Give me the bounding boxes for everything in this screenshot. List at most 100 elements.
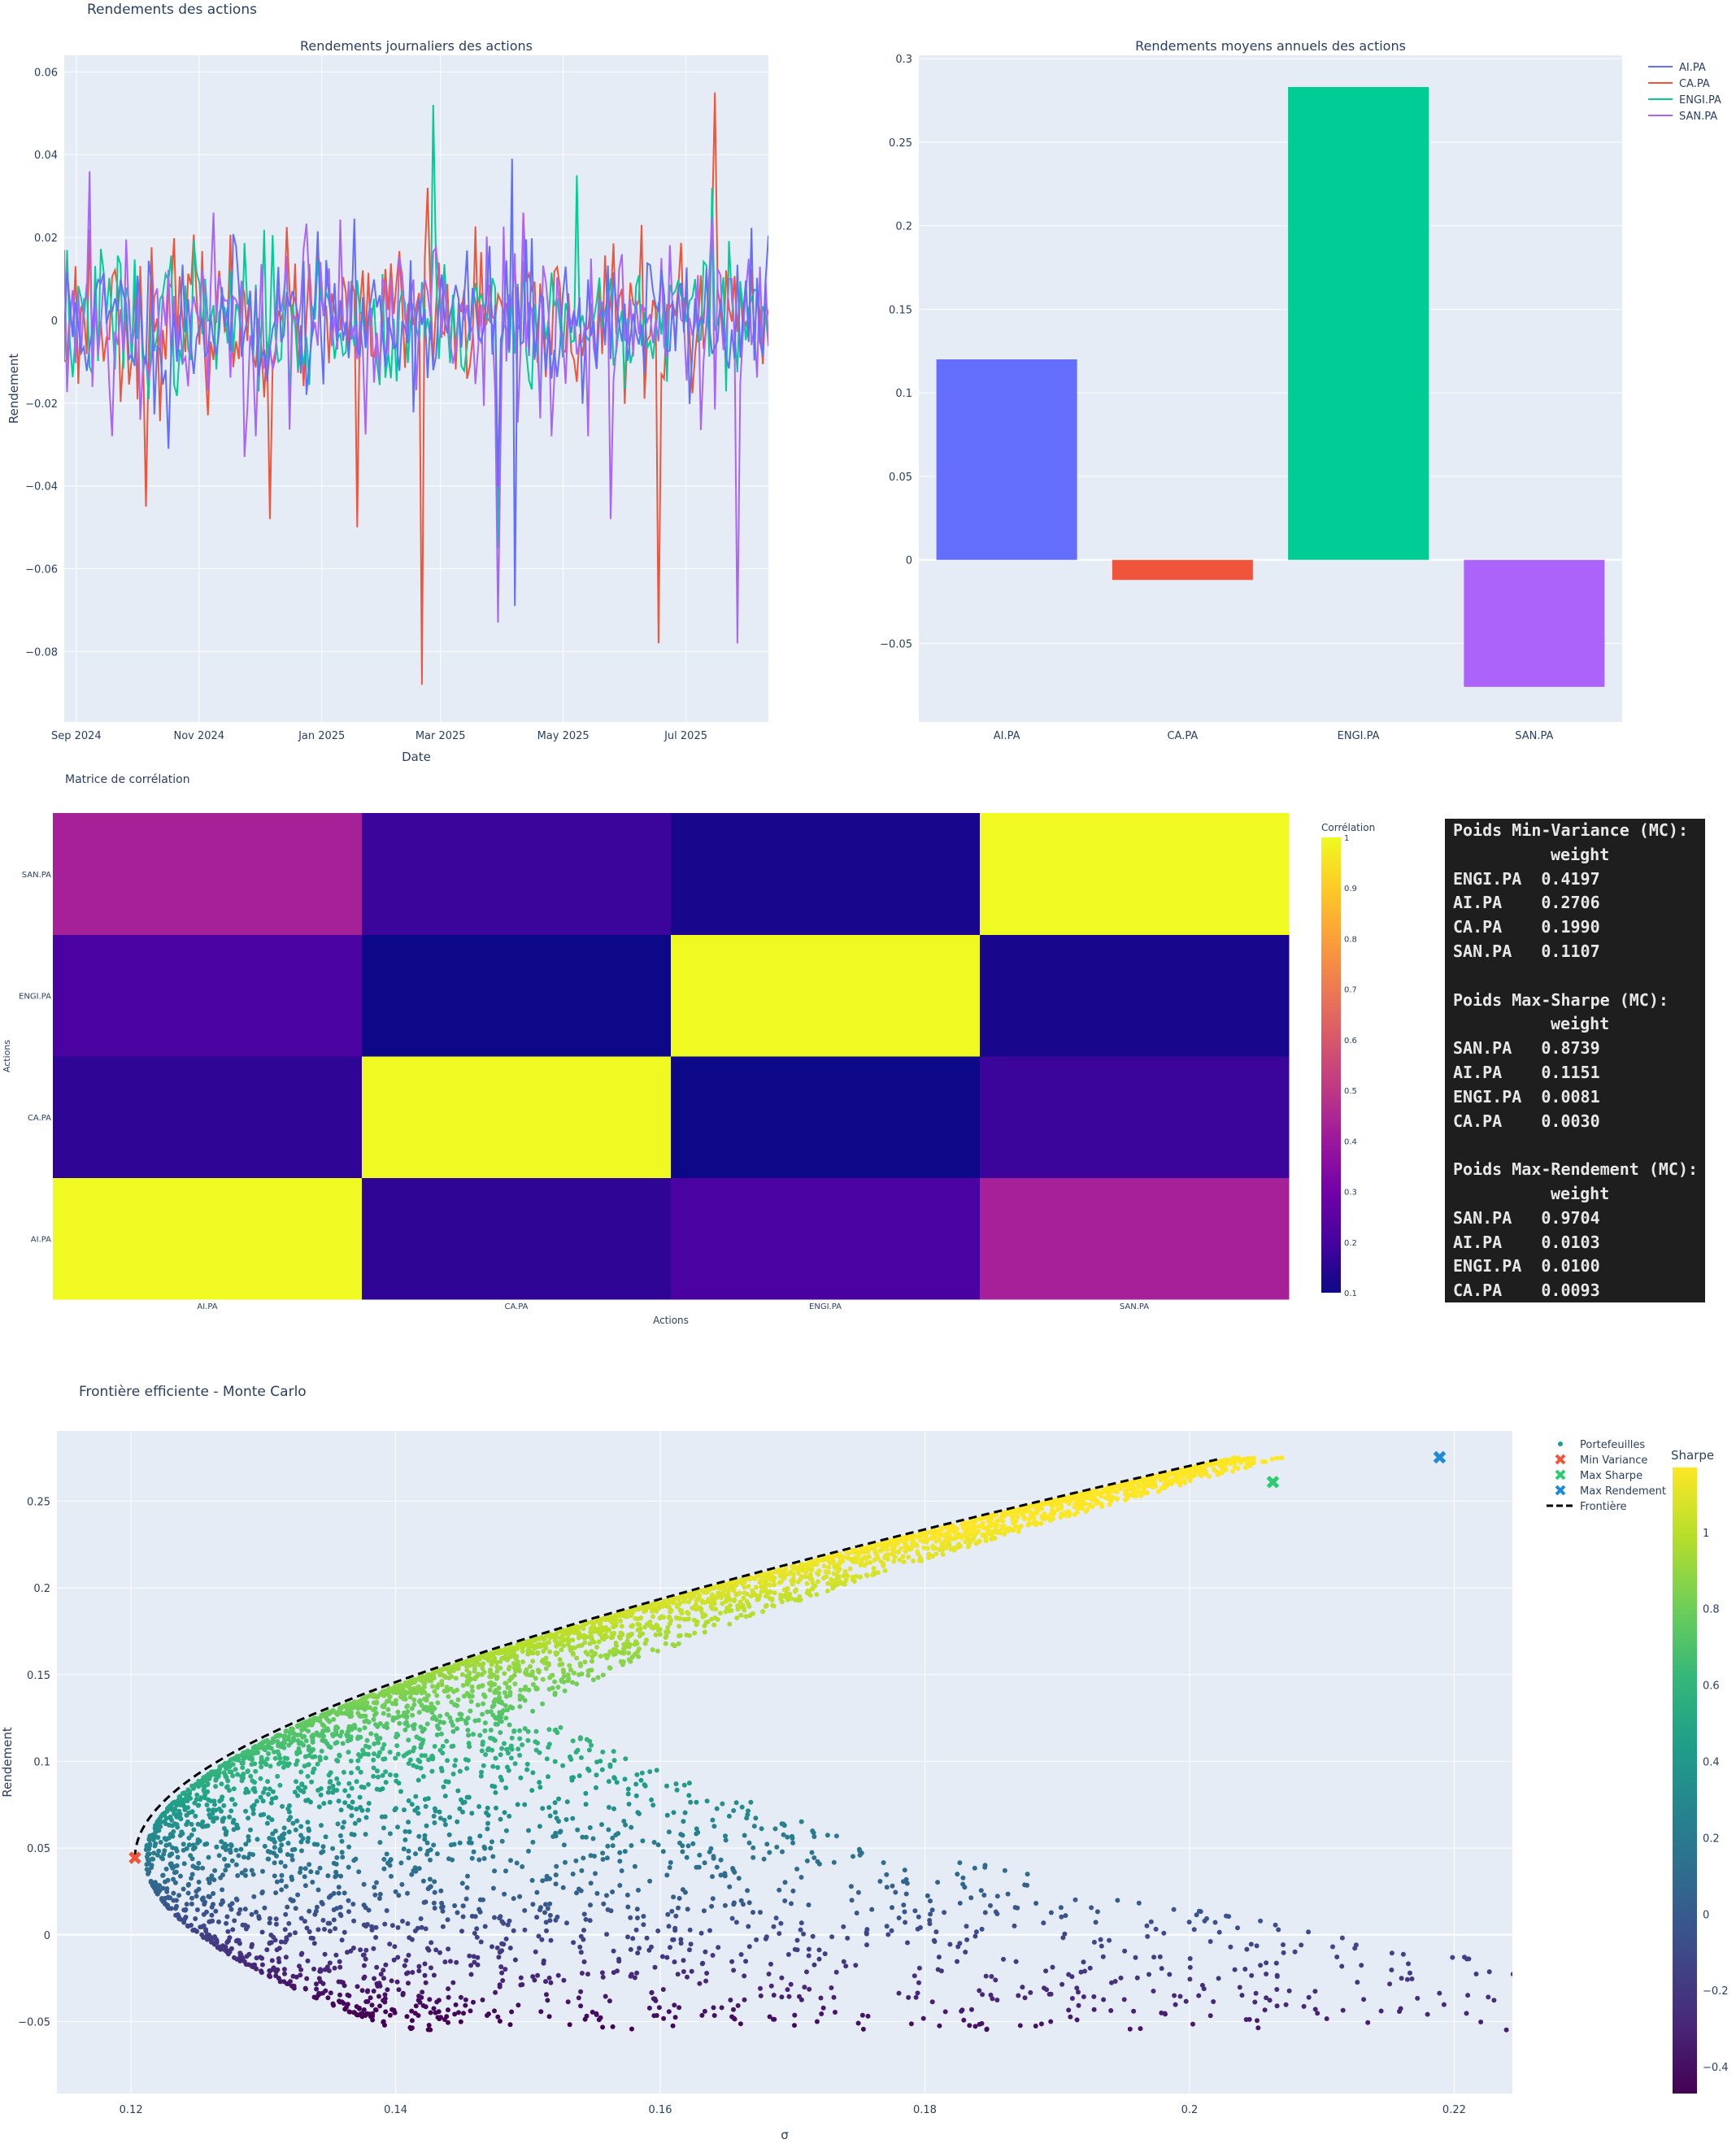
portfolio-point — [1091, 2007, 1097, 2012]
portfolio-point — [983, 1526, 989, 1532]
portfolio-point — [453, 1758, 459, 1763]
portfolio-point — [491, 1657, 496, 1663]
portfolio-point — [277, 1782, 283, 1788]
portfolio-point — [174, 1814, 180, 1819]
portfolio-point — [542, 1910, 547, 1915]
portfolio-point — [278, 1859, 284, 1865]
portfolio-point — [1251, 1455, 1256, 1461]
portfolio-point — [1153, 1926, 1159, 1932]
portfolio-point — [607, 1762, 613, 1768]
portfolio-point — [811, 1830, 816, 1836]
portfolio-point — [230, 1927, 236, 1933]
portfolio-point — [502, 1671, 507, 1676]
portfolio-point — [210, 1918, 215, 1924]
portfolio-point — [485, 1826, 490, 1832]
portfolio-point — [1144, 1923, 1150, 1928]
portfolio-point — [275, 1738, 281, 1744]
portfolio-point — [942, 1910, 947, 1915]
portfolio-point — [666, 1924, 672, 1929]
portfolio-point — [396, 1893, 402, 1898]
portfolio-point — [581, 1855, 586, 1861]
portfolio-point — [296, 1746, 302, 1751]
portfolio-point — [243, 1872, 248, 1878]
portfolio-point — [171, 1898, 176, 1903]
portfolio-point — [1228, 1461, 1233, 1467]
x-tick-label: Nov 2024 — [173, 730, 224, 742]
portfolio-point — [488, 1735, 494, 1741]
portfolio-point — [966, 1542, 972, 1548]
portfolio-point — [395, 1924, 401, 1930]
portfolio-point — [220, 1794, 225, 1800]
correlation-heatmap[interactable]: Matrice de corrélationAI.PACA.PAENGI.PAS… — [0, 768, 1415, 1386]
portfolio-point — [194, 1889, 199, 1894]
portfolio-point — [642, 1641, 648, 1646]
portfolio-point — [427, 1997, 433, 2002]
portfolio-point — [668, 1608, 674, 1614]
portfolio-point — [383, 1962, 389, 1968]
portfolio-point — [548, 1937, 554, 1943]
portfolio-point — [176, 1893, 182, 1898]
portfolio-point — [684, 1592, 690, 1598]
portfolio-point — [885, 1932, 891, 1937]
portfolio-point — [173, 1869, 179, 1875]
portfolio-point — [571, 1940, 576, 1946]
portfolio-point — [939, 1548, 945, 1554]
portfolio-point — [492, 1868, 498, 1874]
portfolio-point — [314, 1981, 319, 1987]
portfolio-point — [216, 1944, 222, 1950]
portfolio-point — [1043, 1968, 1049, 1974]
portfolio-point — [194, 1907, 200, 1912]
portfolio-point — [452, 1702, 458, 1707]
chart-title: Rendements moyens annuels des actions — [1135, 38, 1406, 54]
portfolio-point — [890, 1542, 895, 1547]
portfolio-point — [431, 2006, 437, 2011]
portfolio-point — [704, 1971, 710, 1976]
portfolio-point — [682, 1810, 688, 1815]
heatmap-cell — [362, 813, 672, 935]
annual-returns-chart[interactable]: Rendements moyens annuels des actions0.3… — [878, 33, 1736, 764]
portfolio-point — [603, 1994, 608, 1999]
portfolio-point — [152, 1843, 158, 1849]
portfolio-point — [345, 1950, 350, 1955]
portfolio-point — [1012, 1905, 1018, 1911]
portfolio-point — [509, 1735, 515, 1741]
page-title: Rendements des actions — [87, 2, 257, 18]
portfolio-point — [834, 1565, 840, 1571]
x-tick-label: CA.PA — [504, 1302, 528, 1311]
portfolio-point — [492, 1681, 498, 1687]
portfolio-point — [1125, 1495, 1130, 1501]
portfolio-point — [402, 1963, 407, 1968]
portfolio-point — [279, 1842, 285, 1848]
portfolio-point — [338, 1873, 344, 1879]
portfolio-point — [584, 2013, 590, 2019]
portfolio-point — [577, 1735, 583, 1741]
portfolio-point — [181, 1847, 186, 1853]
portfolio-point — [424, 1840, 430, 1846]
portfolio-point — [185, 1805, 191, 1811]
portfolio-point — [554, 1641, 559, 1647]
portfolio-point — [544, 1633, 550, 1638]
daily-returns-chart[interactable]: Rendements journaliers des actions0.060.… — [0, 33, 813, 764]
portfolio-point — [313, 1908, 319, 1914]
portfolio-point — [474, 1934, 480, 1940]
portfolio-point — [472, 1718, 478, 1724]
portfolio-point — [191, 1827, 197, 1833]
portfolio-point — [669, 1908, 675, 1914]
portfolio-point — [598, 1619, 603, 1624]
portfolio-point — [346, 1781, 352, 1786]
portfolio-point — [192, 1800, 198, 1806]
portfolio-point — [764, 1589, 769, 1594]
portfolio-point — [273, 1916, 279, 1922]
portfolio-point — [928, 1911, 933, 1917]
portfolio-point — [714, 1806, 720, 1811]
portfolio-point — [400, 1919, 405, 1924]
portfolio-point — [816, 1861, 822, 1867]
portfolio-point — [1175, 1474, 1181, 1480]
portfolio-point — [482, 1924, 488, 1929]
portfolio-point — [159, 1854, 164, 1860]
portfolio-point — [893, 1889, 898, 1895]
portfolio-point — [372, 1751, 376, 1757]
portfolio-point — [435, 1684, 440, 1689]
portfolio-point — [1339, 1963, 1345, 1969]
